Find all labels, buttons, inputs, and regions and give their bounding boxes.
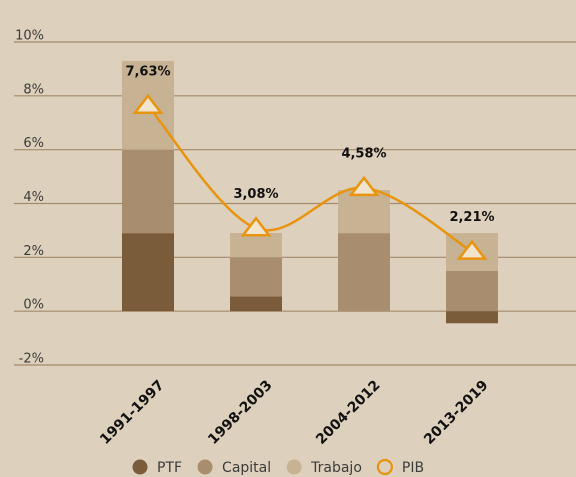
y-tick-label: 8% (23, 82, 44, 97)
bar (122, 149, 174, 234)
y-tick-label: 4% (23, 190, 44, 205)
x-tick-label: 2004-2012 (313, 377, 384, 448)
legend-swatch (197, 459, 213, 475)
legend-item: PIB (376, 458, 424, 476)
bar (338, 190, 390, 234)
value-label: 2,21% (449, 210, 494, 225)
legend-item: Capital (197, 459, 271, 476)
bar (338, 233, 390, 312)
bar (122, 233, 174, 312)
marker (132, 93, 164, 115)
x-tick-label: 1998-2003 (205, 377, 276, 448)
line (147, 104, 473, 253)
legend-label: Trabajo (310, 460, 362, 476)
bar (446, 311, 498, 324)
legend-swatch (132, 459, 148, 475)
y-tick-label: 10% (15, 29, 44, 44)
legend-item: Trabajo (286, 459, 362, 476)
y-tick-label: 2% (23, 244, 44, 259)
y-tick-label: 0% (23, 298, 44, 313)
value-label: 4,58% (341, 146, 386, 161)
legend-label: Capital (222, 460, 271, 476)
y-tick-label: 6% (23, 136, 44, 151)
bar (230, 296, 282, 312)
legend-item: PTF (132, 459, 182, 476)
value-label: 7,63% (125, 64, 170, 79)
legend-label: PIB (402, 460, 424, 476)
value-label: 3,08% (233, 187, 278, 202)
legend-swatch (376, 458, 393, 476)
bar (230, 257, 282, 297)
marker (348, 175, 380, 197)
x-tick-label: 2013-2019 (421, 377, 492, 448)
bar (446, 270, 498, 312)
marker (240, 216, 272, 237)
legend-swatch (286, 459, 302, 475)
y-tick-label: -2% (19, 352, 44, 367)
legend-label: PTF (157, 460, 182, 476)
marker (456, 239, 488, 260)
x-tick-label: 1991-1997 (97, 377, 168, 448)
bar (230, 233, 282, 258)
